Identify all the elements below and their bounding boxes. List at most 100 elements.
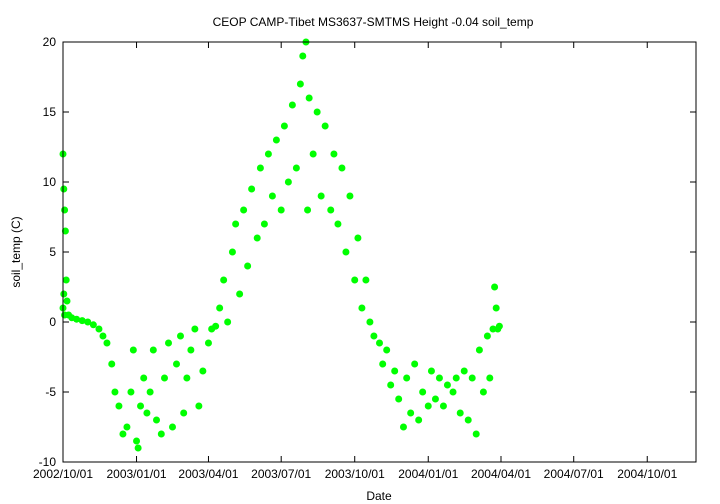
- data-point: [268, 192, 276, 200]
- data-point: [133, 437, 141, 445]
- data-point: [439, 402, 447, 410]
- data-point: [366, 318, 374, 326]
- data-point: [399, 423, 407, 431]
- data-point: [119, 430, 127, 438]
- data-point: [464, 416, 472, 424]
- data-point: [187, 346, 195, 354]
- data-point: [60, 290, 68, 298]
- data-point: [427, 367, 435, 375]
- x-axis-label: Date: [366, 489, 392, 503]
- data-point: [161, 374, 169, 382]
- data-point: [111, 388, 119, 396]
- data-point: [468, 374, 476, 382]
- data-point: [456, 409, 464, 417]
- data-point: [146, 388, 154, 396]
- data-point: [379, 360, 387, 368]
- data-point: [73, 315, 81, 323]
- x-axis: 2002/10/01 2003/01/01 2003/04/01 2003/07/01…: [33, 42, 678, 481]
- data-point: [176, 332, 184, 340]
- data-point: [313, 108, 321, 116]
- data-point: [240, 206, 248, 214]
- data-point: [168, 423, 176, 431]
- data-points: [59, 38, 503, 452]
- data-point: [407, 409, 415, 417]
- data-point: [204, 339, 212, 347]
- data-point: [61, 206, 69, 214]
- data-point: [260, 220, 268, 228]
- x-tick-label: 2003/04/01: [178, 467, 238, 481]
- data-point: [284, 178, 292, 186]
- data-point: [134, 444, 142, 452]
- data-point: [232, 220, 240, 228]
- data-point: [483, 332, 491, 340]
- y-tick-label: 0: [49, 315, 56, 329]
- data-point: [165, 339, 172, 347]
- x-tick-label: 2004/07/01: [544, 467, 604, 481]
- data-point: [492, 304, 500, 312]
- x-tick-label: 2003/07/01: [251, 467, 311, 481]
- data-point: [62, 276, 70, 284]
- y-tick-label: 5: [49, 245, 56, 259]
- x-tick-label: 2004/10/01: [617, 467, 677, 481]
- data-point: [228, 248, 236, 256]
- data-point: [129, 346, 137, 354]
- data-point: [431, 395, 439, 403]
- data-point: [143, 409, 151, 417]
- data-point: [115, 402, 123, 410]
- data-point: [103, 339, 111, 347]
- data-point: [244, 262, 252, 270]
- data-point: [362, 276, 370, 284]
- data-point: [351, 276, 359, 284]
- data-point: [452, 374, 460, 382]
- data-point: [460, 367, 468, 375]
- data-point: [391, 367, 399, 375]
- data-point: [153, 416, 161, 424]
- data-point: [449, 388, 457, 396]
- data-point: [395, 395, 403, 403]
- data-point: [95, 325, 103, 333]
- data-point: [411, 360, 419, 368]
- data-point: [280, 122, 288, 130]
- data-point: [60, 185, 68, 193]
- data-point: [253, 234, 261, 242]
- plot-frame: [62, 41, 697, 463]
- y-tick-label: -10: [39, 455, 57, 469]
- data-point: [172, 360, 180, 368]
- y-axis-label: soil_temp (C): [9, 216, 23, 287]
- data-point: [78, 317, 86, 325]
- data-point: [99, 332, 107, 340]
- data-point: [424, 402, 432, 410]
- data-point: [212, 322, 220, 330]
- x-tick-label: 2004/01/01: [398, 467, 458, 481]
- data-point: [346, 192, 354, 200]
- data-point: [127, 388, 135, 396]
- x-tick-label: 2003/10/01: [325, 467, 385, 481]
- data-point: [376, 339, 383, 347]
- data-point: [321, 122, 329, 130]
- y-tick-label: 20: [43, 35, 57, 49]
- y-tick-label: -5: [45, 385, 56, 399]
- x-tick-label: 2003/01/01: [106, 467, 166, 481]
- data-point: [199, 367, 207, 375]
- data-point: [334, 220, 342, 228]
- data-point: [495, 322, 503, 330]
- data-point: [292, 164, 300, 172]
- data-point: [272, 136, 280, 144]
- data-point: [403, 374, 411, 382]
- data-point: [327, 206, 335, 214]
- data-point: [317, 192, 325, 200]
- data-point: [248, 185, 256, 193]
- data-point: [489, 325, 497, 333]
- data-point: [387, 381, 395, 389]
- data-point: [149, 346, 157, 354]
- data-point: [123, 423, 131, 431]
- data-point: [220, 276, 228, 284]
- data-point: [383, 346, 391, 354]
- data-point: [305, 94, 313, 102]
- data-point: [486, 374, 494, 382]
- data-point: [108, 360, 116, 368]
- x-tick-label: 2002/10/01: [33, 467, 93, 481]
- data-point: [63, 297, 71, 305]
- data-point: [472, 430, 480, 438]
- y-tick-label: 15: [43, 105, 57, 119]
